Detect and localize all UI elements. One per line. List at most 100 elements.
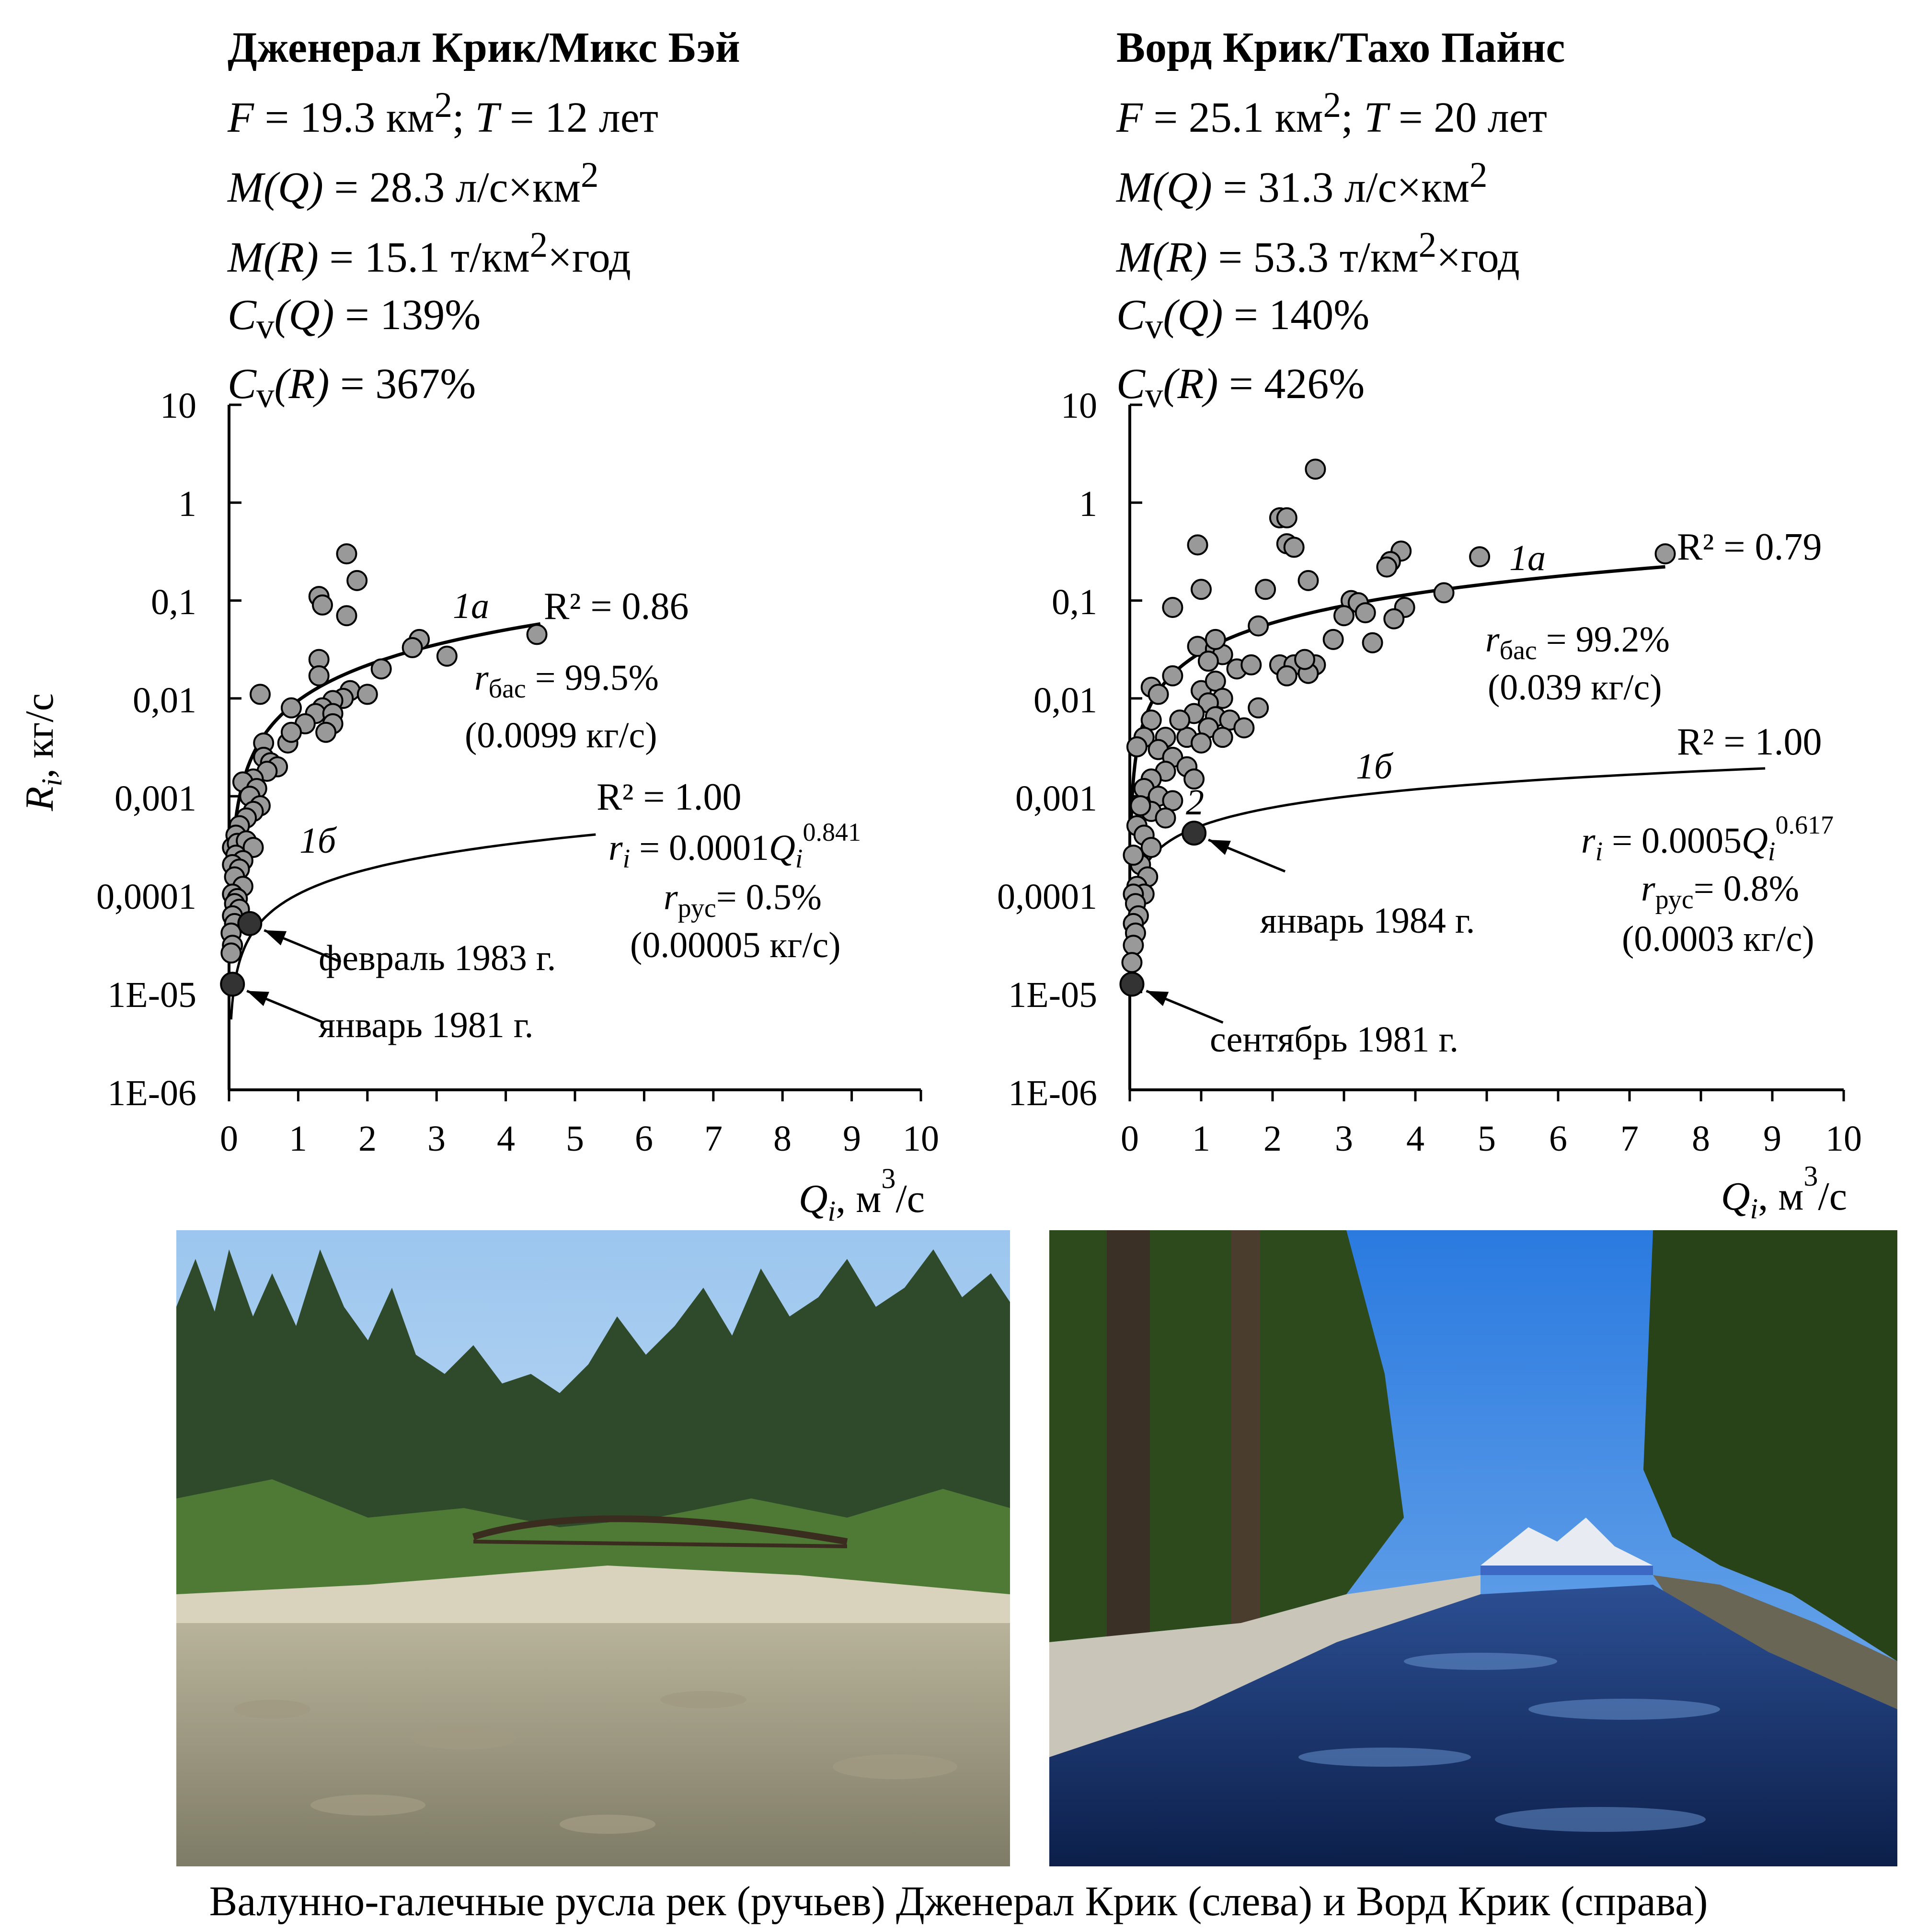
x-tick-label: 2 [1263, 1119, 1282, 1159]
y-tick-label: 0,001 [115, 778, 196, 819]
data-point [1121, 952, 1143, 973]
data-point [1276, 507, 1297, 528]
x-axis-ticks: 0 1 2 3 4 5 6 7 8 9 10 [1121, 1119, 1862, 1159]
y-tick-label: 0,01 [133, 680, 196, 720]
curve-1a-r2: R² = 0.86 [544, 585, 689, 628]
data-point [1240, 654, 1262, 675]
r-rus-label: rрус= 0.8% [1641, 869, 1799, 915]
data-point [526, 624, 548, 645]
data-point [1322, 629, 1344, 650]
x-tick-label: 5 [566, 1119, 584, 1159]
data-point [1205, 629, 1226, 650]
data-point [249, 684, 271, 705]
curve-1b-label: 1б [1356, 746, 1394, 787]
forest-creek-bridge-photo [176, 1230, 1010, 1866]
scatter-plot: 10 1 0,1 0,01 0,001 0,0001 1E-05 1E-06 0… [17, 386, 939, 1226]
x-tick-label: 8 [773, 1119, 792, 1159]
data-point [1123, 935, 1144, 956]
r-bas-value: (0.039 кг/с) [1488, 667, 1662, 708]
stat-mean-discharge: M(Q) = 28.3 л/с×км2 [228, 155, 599, 211]
stats-header: Ворд Крик/Тахо Пайнс F = 25.1 км2; T = 2… [1116, 19, 1835, 424]
chart-panel-general-creek: Дженерал Крик/Микс Бэй F = 19.3 км2; T =… [0, 0, 958, 1226]
data-point [315, 721, 337, 743]
x-tick-label: 3 [427, 1119, 446, 1159]
data-point [1333, 605, 1355, 627]
annotations: 1а R² = 0.86 rбас = 99.5% (0.0099 кг/с) … [299, 585, 861, 1045]
x-tick-label: 10 [903, 1119, 939, 1159]
y-tick-label: 0,1 [151, 582, 196, 622]
data-point [1191, 732, 1212, 754]
data-point [336, 543, 357, 565]
data-point [311, 594, 333, 616]
r-rus-value: (0.00005 кг/с) [630, 925, 841, 965]
x-tick-label: 7 [1620, 1119, 1639, 1159]
data-point [1297, 570, 1319, 591]
x-tick-label: 9 [1763, 1119, 1781, 1159]
data-point [1383, 608, 1405, 629]
data-points [220, 543, 548, 1024]
data-point [1276, 665, 1297, 686]
power-formula: ri = 0.0001Qi0.841 [608, 818, 861, 874]
y-axis-label: Ri, кг/с [17, 693, 68, 812]
y-tick-label: 0,0001 [997, 877, 1097, 917]
curve-1b-label: 1б [299, 821, 337, 861]
figure-caption: Валунно-галечные русла рек (ручьев) Джен… [209, 1878, 1708, 1925]
data-point [1294, 649, 1316, 670]
x-tick-label: 1 [289, 1119, 307, 1159]
y-tick-label: 0,01 [1033, 680, 1097, 720]
highlight-point [1182, 821, 1207, 846]
y-tick-label: 1E-05 [107, 975, 196, 1015]
y-tick-label: 10 [1061, 386, 1097, 426]
data-point [1191, 579, 1212, 600]
data-point [1433, 582, 1455, 604]
x-tick-label: 3 [1335, 1119, 1353, 1159]
data-point [346, 570, 368, 591]
data-points [1119, 458, 1676, 1024]
x-tick-label: 1 [1192, 1119, 1210, 1159]
y-axis-ticks: 10 1 0,1 0,01 0,001 0,0001 1E-05 1E-06 [96, 386, 196, 1113]
y-axis-ticks: 10 1 0,1 0,01 0,001 0,0001 1E-05 1E-06 [997, 386, 1097, 1113]
r-rus-label: rрус= 0.5% [664, 877, 822, 923]
curve-1a-label: 1а [453, 586, 489, 626]
y-tick-label: 1 [1079, 484, 1097, 524]
data-point [1197, 651, 1219, 672]
stat-area: F = 25.1 км2; T = 20 лет [1116, 85, 1547, 141]
data-point [1187, 534, 1208, 556]
power-formula: ri = 0.0005Qi0.617 [1581, 811, 1834, 867]
y-tick-label: 1E-06 [1008, 1073, 1097, 1113]
data-point [1248, 697, 1269, 719]
x-tick-label: 4 [1406, 1119, 1424, 1159]
data-point [1162, 665, 1183, 686]
chart-panel-ward-creek: Ворд Крик/Тахо Пайнс F = 25.1 км2; T = 2… [901, 0, 1862, 1224]
stat-mean-sediment: M(R) = 53.3 т/км2×год [1116, 225, 1520, 281]
y-tick-label: 0,001 [1015, 778, 1097, 819]
highlight-label: январь 1981 г. [319, 1005, 534, 1045]
data-point [308, 665, 330, 686]
data-point [1654, 543, 1676, 565]
stat-mean-discharge: M(Q) = 31.3 л/с×км2 [1116, 155, 1488, 211]
data-point [356, 684, 378, 705]
curve-1a-r2: R² = 0.79 [1677, 526, 1822, 568]
stat-cv-sediment: Cv(R) = 426% [1116, 360, 1365, 415]
data-point [1155, 807, 1176, 829]
data-point [1469, 546, 1491, 568]
highlight-point [1119, 972, 1145, 997]
x-axis-label: Qi, м3/с [1721, 1160, 1847, 1224]
data-point [1140, 836, 1162, 858]
data-point [1130, 795, 1151, 816]
curve-1b-r2: R² = 1.00 [1677, 721, 1822, 763]
data-point [1283, 537, 1305, 558]
stat-cv-sediment: Cv(R) = 367% [228, 360, 476, 415]
highlight-point [220, 972, 245, 997]
data-point [1162, 596, 1183, 618]
arrow-head [247, 991, 269, 1006]
data-point [220, 942, 242, 964]
data-point [280, 697, 302, 719]
highlight-label: январь 1984 г. [1260, 901, 1475, 941]
y-tick-label: 1E-06 [107, 1073, 196, 1113]
data-point [1169, 709, 1191, 731]
arrow-head [1208, 840, 1231, 855]
r-rus-value: (0.0003 кг/с) [1622, 919, 1814, 959]
stat-cv-discharge: Cv(Q) = 140% [1116, 291, 1370, 346]
arrow-head [1146, 991, 1169, 1006]
